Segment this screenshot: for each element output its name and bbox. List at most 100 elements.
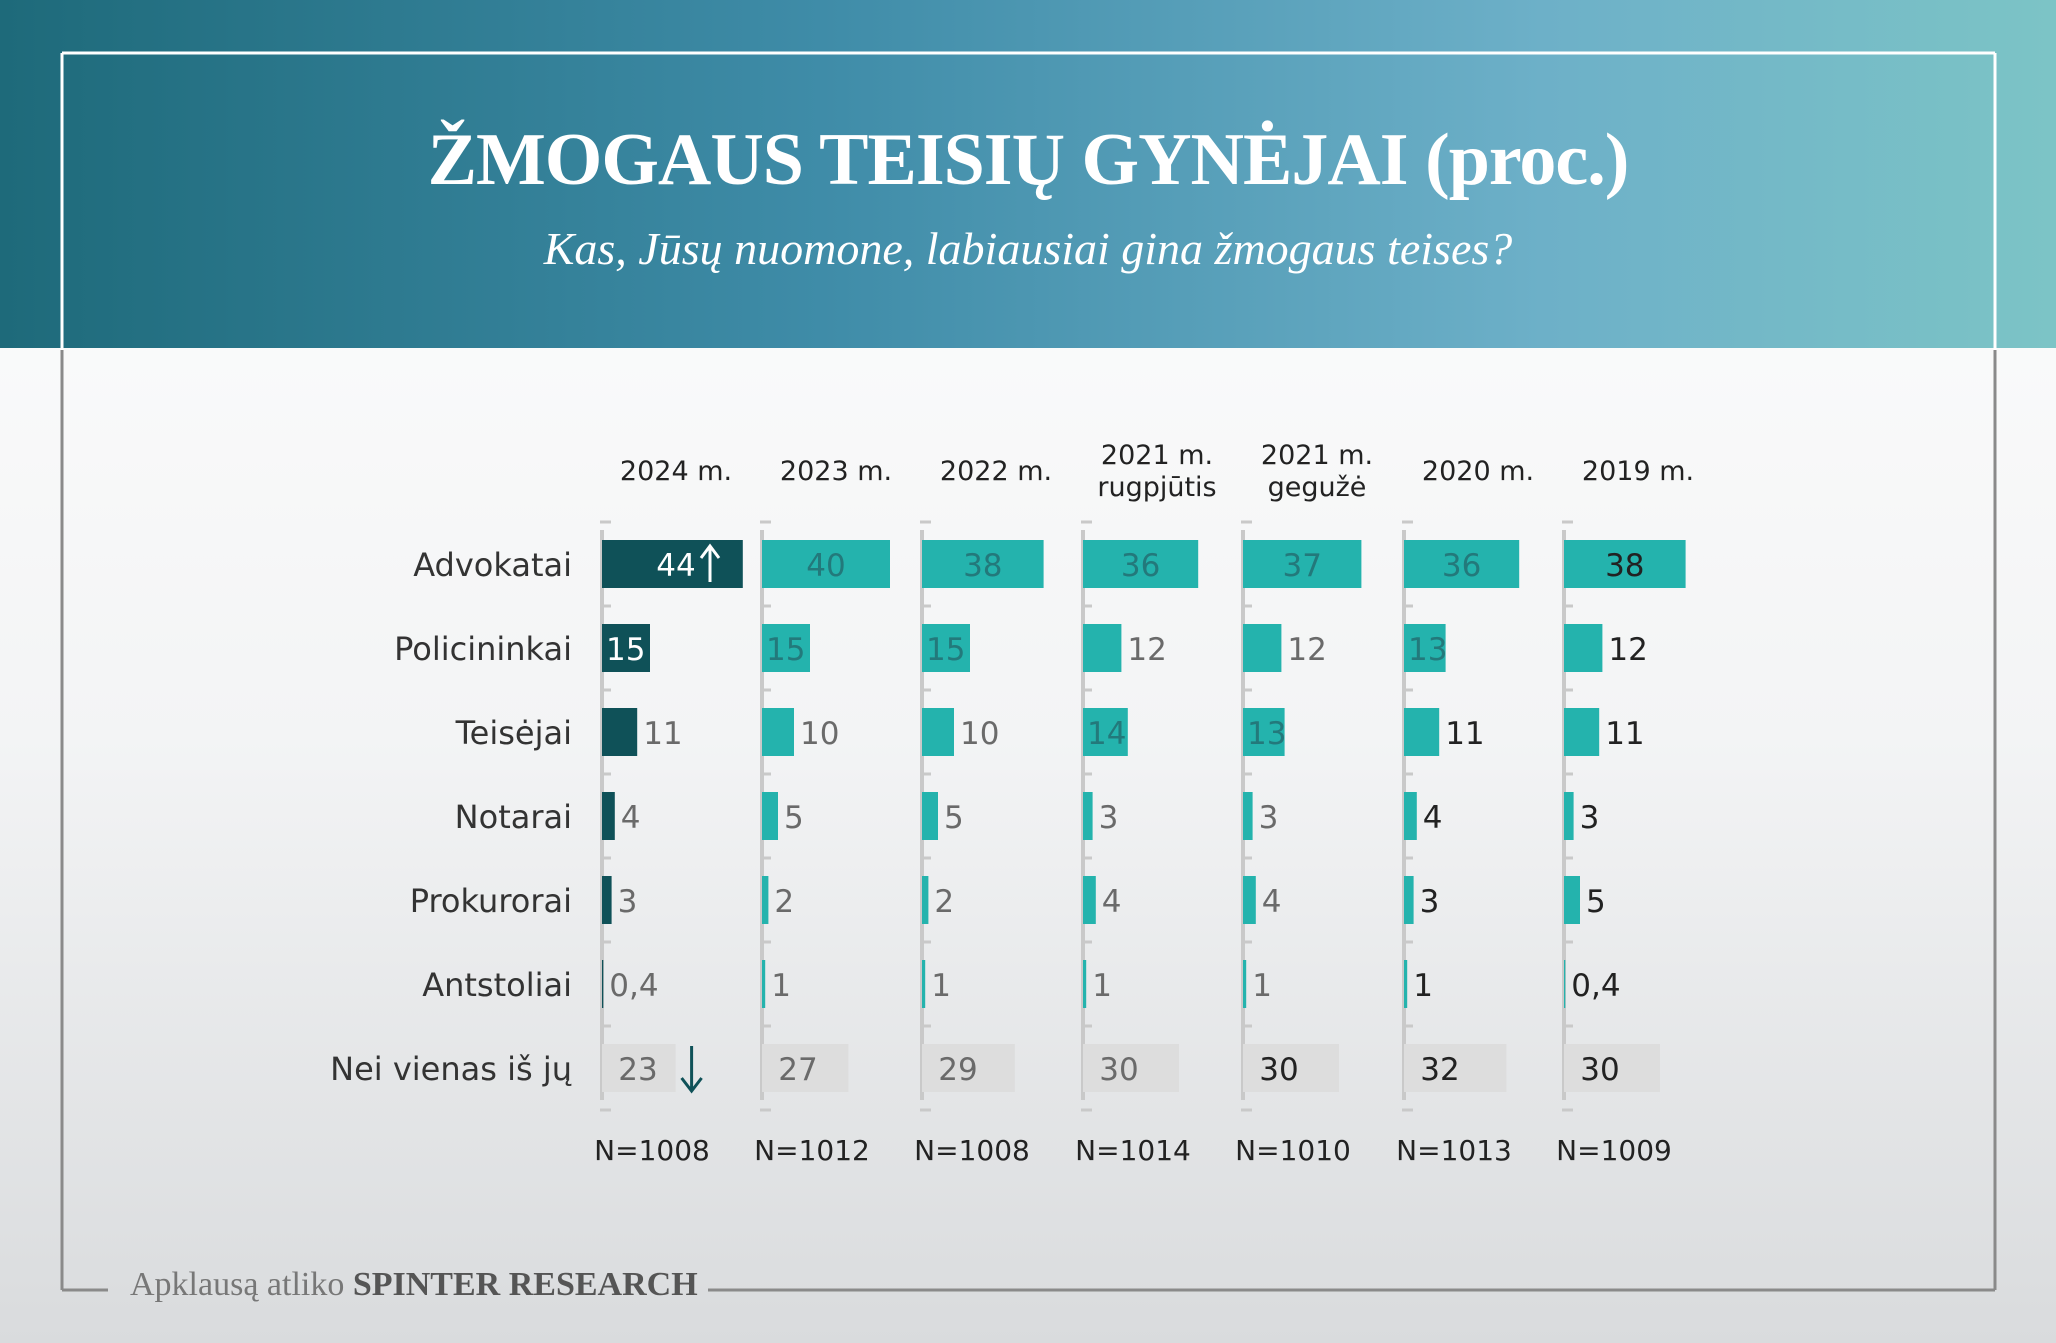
data-label: 32 [1420, 1052, 1459, 1088]
data-label: 1 [771, 968, 791, 1004]
sample-size-2021-m-geguze: N=1010 [1235, 1134, 1351, 1167]
bar-2021-m-rugpjutis-advokatai [1083, 540, 1199, 588]
column-header-2022-m: 2022 m. [940, 456, 1052, 487]
data-label: 12 [1287, 632, 1326, 668]
data-label: 36 [1121, 548, 1160, 584]
bar-2024-m-nei-vienas-is-ju [602, 1044, 676, 1092]
data-label: 0,4 [1571, 968, 1620, 1004]
bar-2021-m-geguze-antstoliai [1243, 960, 1247, 1008]
bar-2020-m-nei-vienas-is-ju [1404, 1044, 1507, 1092]
data-label: 36 [1442, 548, 1481, 584]
data-label: 4 [1423, 800, 1443, 836]
data-label: 1 [1092, 968, 1112, 1004]
bar-2024-m-notarai [602, 792, 615, 840]
bar-2020-m-antstoliai [1404, 960, 1408, 1008]
column-header-sub-2021-m-geguze: gegužė [1268, 472, 1367, 503]
data-label: 5 [1586, 884, 1606, 920]
bar-2021-m-geguze-policininkai [1243, 624, 1282, 672]
data-label: 12 [1608, 632, 1647, 668]
data-label: 15 [606, 632, 645, 668]
data-label: 3 [1580, 800, 1600, 836]
bar-2023-m-prokurorai [762, 876, 769, 924]
bar-2022-m-prokurorai [922, 876, 929, 924]
footer-brand: SPINTER RESEARCH [352, 1266, 698, 1303]
bar-2020-m-policininkai [1404, 624, 1446, 672]
bar-2019-m-policininkai [1564, 624, 1603, 672]
data-label: 1 [931, 968, 951, 1004]
bar-2023-m-policininkai [762, 624, 810, 672]
bar-2024-m-antstoliai [602, 960, 604, 1008]
sample-size-2023-m: N=1012 [754, 1134, 870, 1167]
frame [60, 51, 1997, 1292]
data-label: 11 [643, 716, 682, 752]
column-header-2024-m: 2024 m. [620, 456, 732, 487]
data-label: 30 [1099, 1052, 1138, 1088]
bar-2019-m-notarai [1564, 792, 1574, 840]
sample-size-2021-m-rugpjutis: N=1014 [1075, 1134, 1191, 1167]
data-label: 1 [1413, 968, 1433, 1004]
bar-2021-m-geguze-notarai [1243, 792, 1253, 840]
data-label: 44 [656, 548, 695, 584]
data-label: 2 [774, 884, 794, 920]
bar-2024-m-advokatai [602, 540, 743, 588]
category-label-nei-vienas-is-ju: Nei vienas iš jų [330, 1050, 572, 1088]
down-arrow-icon [680, 1046, 703, 1094]
page-subtitle: Kas, Jūsų nuomone, labiausiai gina žmoga… [543, 223, 1513, 274]
data-label: 15 [766, 632, 805, 668]
data-label: 11 [1445, 716, 1484, 752]
bar-2022-m-antstoliai [922, 960, 926, 1008]
category-label-policininkai: Policininkai [394, 630, 572, 668]
bar-2020-m-advokatai [1404, 540, 1520, 588]
data-label: 5 [784, 800, 804, 836]
data-label: 3 [1420, 884, 1440, 920]
data-label: 10 [800, 716, 839, 752]
bar-2022-m-teisejai [922, 708, 954, 756]
bar-2021-m-rugpjutis-teisejai [1083, 708, 1128, 756]
sample-size-2024-m: N=1008 [594, 1134, 710, 1167]
bar-2021-m-rugpjutis-policininkai [1083, 624, 1122, 672]
footer-prefix: Apklausą atliko [130, 1266, 345, 1303]
header-banner [0, 0, 2056, 348]
bar-2021-m-geguze-advokatai [1243, 540, 1362, 588]
bar-2019-m-advokatai [1564, 540, 1686, 588]
up-arrow-icon [699, 543, 721, 582]
data-label: 27 [778, 1052, 817, 1088]
category-label-prokurorai: Prokurorai [410, 882, 572, 920]
bar-2021-m-rugpjutis-prokurorai [1083, 876, 1096, 924]
bar-2019-m-prokurorai [1564, 876, 1580, 924]
data-label: 37 [1282, 548, 1321, 584]
bar-2021-m-geguze-teisejai [1243, 708, 1285, 756]
data-label: 13 [1408, 632, 1447, 668]
data-label: 3 [1259, 800, 1279, 836]
bar-2021-m-geguze-nei-vienas-is-ju [1243, 1044, 1339, 1092]
data-label: 30 [1580, 1052, 1619, 1088]
column-header-sub-2021-m-rugpjutis: rugpjūtis [1097, 472, 1216, 503]
category-label-notarai: Notarai [455, 798, 572, 836]
data-label: 0,4 [609, 968, 658, 1004]
sample-size-2019-m: N=1009 [1556, 1134, 1672, 1167]
data-label: 13 [1247, 716, 1286, 752]
bar-2019-m-antstoliai [1564, 960, 1566, 1008]
data-label: 23 [618, 1052, 657, 1088]
column-header-2021-m-rugpjutis: 2021 m. [1101, 440, 1213, 471]
bar-2023-m-nei-vienas-is-ju [762, 1044, 849, 1092]
bar-2021-m-rugpjutis-notarai [1083, 792, 1093, 840]
column-header-2020-m: 2020 m. [1422, 456, 1534, 487]
bar-2019-m-nei-vienas-is-ju [1564, 1044, 1660, 1092]
data-label: 3 [618, 884, 638, 920]
bar-2023-m-advokatai [762, 540, 890, 588]
page-title: ŽMOGAUS TEISIŲ GYNĖJAI (proc.) [427, 119, 1630, 201]
bar-2024-m-policininkai [602, 624, 650, 672]
data-label: 30 [1259, 1052, 1298, 1088]
bar-2023-m-antstoliai [762, 960, 766, 1008]
bar-2024-m-prokurorai [602, 876, 612, 924]
bar-2020-m-teisejai [1404, 708, 1440, 756]
category-label-antstoliai: Antstoliai [422, 966, 572, 1004]
column-header-2021-m-geguze: 2021 m. [1261, 440, 1373, 471]
bar-2019-m-teisejai [1564, 708, 1600, 756]
data-label: 4 [1262, 884, 1282, 920]
category-label-advokatai: Advokatai [413, 546, 572, 584]
sample-size-2020-m: N=1013 [1396, 1134, 1512, 1167]
data-label: 10 [960, 716, 999, 752]
data-label: 15 [926, 632, 965, 668]
